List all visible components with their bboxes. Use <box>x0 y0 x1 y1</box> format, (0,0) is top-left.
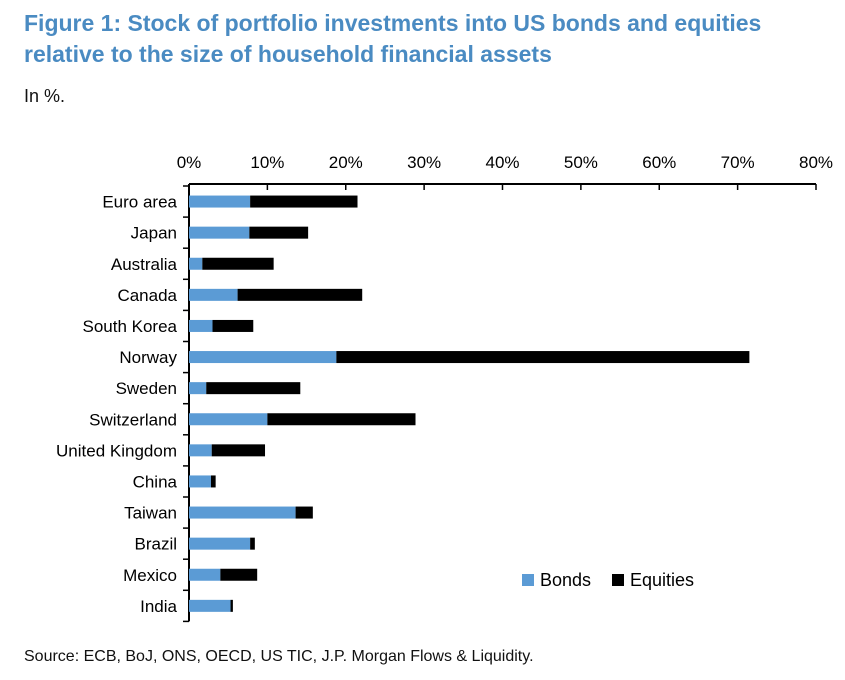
category-label: Japan <box>131 224 177 243</box>
bar-bonds-united-kingdom <box>189 444 212 457</box>
bar-equities-australia <box>202 257 274 270</box>
legend-label-bonds: Bonds <box>540 570 591 590</box>
x-tick-label: 50% <box>564 153 598 172</box>
x-tick-label: 0% <box>177 153 202 172</box>
bar-bonds-australia <box>189 257 203 270</box>
bar-equities-sweden <box>206 382 301 395</box>
bar-bonds-euro-area <box>189 195 251 208</box>
bar-equities-norway <box>336 351 750 364</box>
category-label: Norway <box>119 348 177 367</box>
bar-equities-mexico <box>220 568 258 581</box>
category-label: Mexico <box>123 566 177 585</box>
category-label: Brazil <box>134 535 177 554</box>
category-label: China <box>133 472 178 491</box>
x-tick-label: 80% <box>799 153 833 172</box>
legend-swatch-equities <box>612 574 624 586</box>
bar-bonds-taiwan <box>189 506 296 519</box>
category-label: Australia <box>111 255 178 274</box>
x-tick-label: 60% <box>642 153 676 172</box>
x-tick-label: 20% <box>329 153 363 172</box>
x-tick-label: 70% <box>721 153 755 172</box>
bar-equities-japan <box>249 226 309 239</box>
bar-equities-canada <box>237 288 363 301</box>
bar-equities-taiwan <box>295 506 313 519</box>
category-label: Euro area <box>102 193 177 212</box>
bar-bonds-canada <box>189 288 238 301</box>
category-label: Taiwan <box>124 504 177 523</box>
bar-bonds-sweden <box>189 382 207 395</box>
legend-swatch-bonds <box>522 574 534 586</box>
bar-bonds-switzerland <box>189 413 268 426</box>
bar-equities-switzerland <box>267 413 416 426</box>
bar-bonds-south-korea <box>189 319 213 332</box>
bar-equities-china <box>210 475 216 488</box>
x-tick-label: 40% <box>485 153 519 172</box>
bar-equities-united-kingdom <box>211 444 266 457</box>
category-label: South Korea <box>82 317 177 336</box>
x-tick-label: 30% <box>407 153 441 172</box>
bar-equities-euro-area <box>250 195 358 208</box>
bar-equities-india <box>230 599 233 612</box>
category-label: Switzerland <box>89 410 177 429</box>
x-tick-label: 10% <box>250 153 284 172</box>
bar-equities-south-korea <box>212 319 254 332</box>
stacked-bar-chart: 0% 10% 20% 30% 40% 50% 60% 70% 80% Euro area Japan… <box>56 153 833 623</box>
bar-bonds-japan <box>189 226 250 239</box>
bar-bonds-brazil <box>189 537 251 550</box>
chart-title: Figure 1: Stock of portfolio investments… <box>24 10 762 67</box>
chart-subtitle: In %. <box>24 86 66 106</box>
bar-bonds-china <box>189 475 211 488</box>
category-label: Sweden <box>116 379 177 398</box>
bar-bonds-mexico <box>189 568 221 581</box>
category-label: United Kingdom <box>56 441 177 460</box>
bar-bonds-india <box>189 599 231 612</box>
category-label: India <box>140 597 177 616</box>
legend-label-equities: Equities <box>630 570 694 590</box>
source-note: Source: ECB, BoJ, ONS, OECD, US TIC, J.P… <box>24 648 534 665</box>
category-label: Canada <box>117 286 177 305</box>
bar-equities-brazil <box>250 537 255 550</box>
bar-bonds-norway <box>189 351 337 364</box>
